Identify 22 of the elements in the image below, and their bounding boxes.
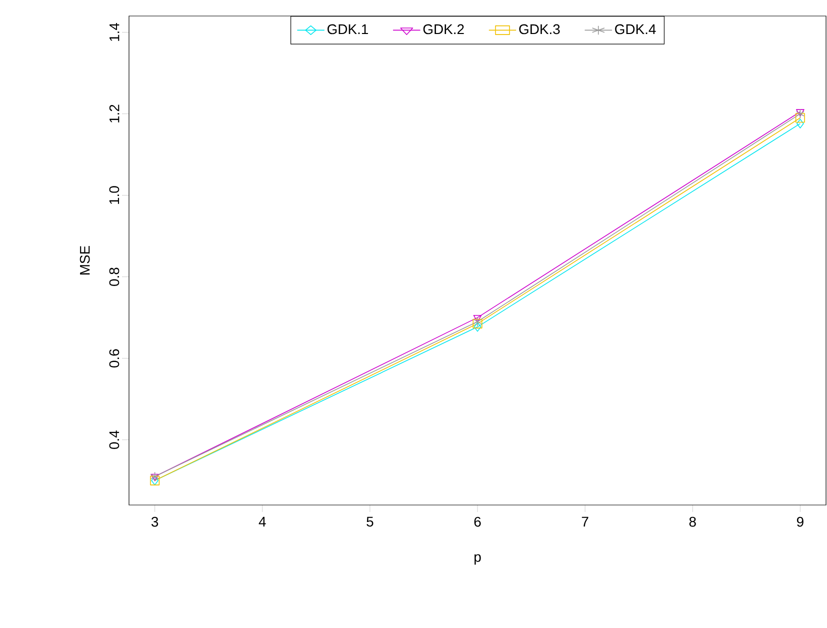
y-tick-label: 1.2 — [109, 104, 120, 122]
x-tick-label: 3 — [151, 516, 158, 527]
legend-label: GDK.1 — [328, 24, 368, 34]
point — [474, 322, 482, 332]
x-tick-label: 6 — [474, 516, 481, 527]
y-tick-label: 1.4 — [110, 23, 120, 41]
point — [796, 118, 804, 128]
x-tick-label: 5 — [366, 516, 374, 527]
y-tick-label: 1.0 — [109, 186, 120, 204]
x-axis-title: p — [474, 554, 481, 565]
legend-label: GDK.4 — [615, 24, 656, 34]
x-tick-label: 4 — [258, 516, 266, 526]
point — [795, 113, 805, 123]
y-tick-label: 0.4 — [109, 430, 120, 449]
legend-label: GDK.3 — [519, 24, 560, 34]
y-tick-label: 0.6 — [109, 349, 120, 368]
y-axis-title: MSE — [80, 246, 90, 274]
x-tick-label: 9 — [796, 516, 804, 527]
legend-label: GDK.2 — [423, 24, 464, 34]
x-tick-label: 7 — [582, 516, 588, 526]
y-tick-label: 0.8 — [109, 268, 120, 286]
x-tick-label: 8 — [689, 516, 696, 527]
